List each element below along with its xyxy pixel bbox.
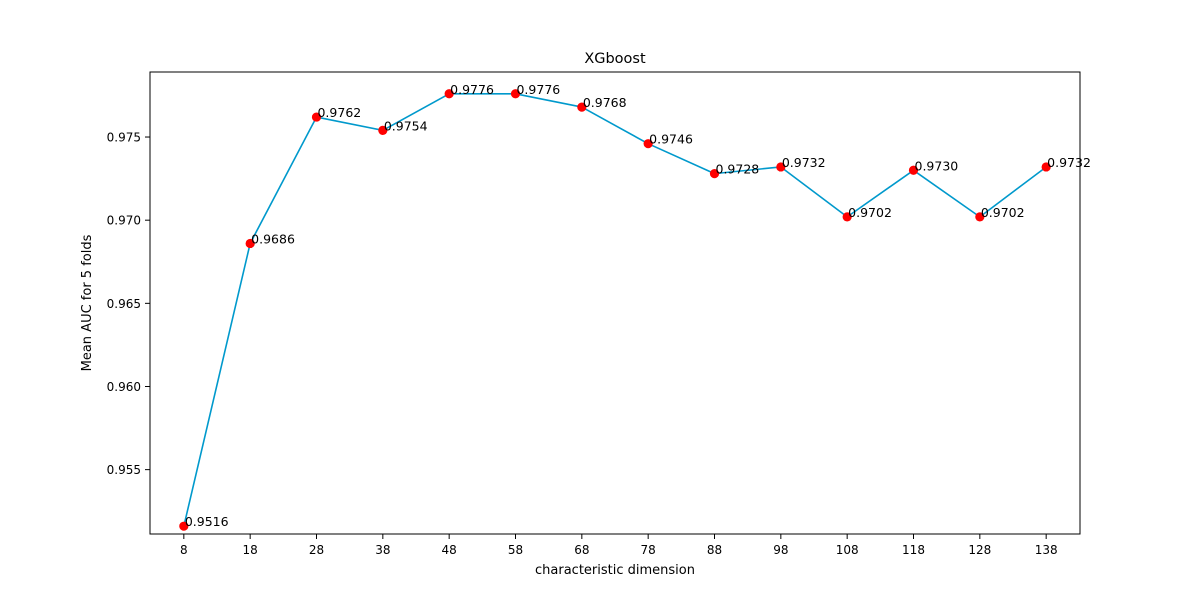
data-label: 0.9686 <box>251 231 295 246</box>
x-tick-label: 88 <box>707 543 722 557</box>
data-point <box>776 162 786 172</box>
data-label: 0.9776 <box>516 82 560 97</box>
plot-frame <box>149 71 1081 535</box>
series-line <box>183 92 1047 527</box>
chart-title: XGboost <box>584 51 646 67</box>
data-label: 0.9732 <box>1047 155 1091 170</box>
data-label: 0.9702 <box>981 205 1025 220</box>
data-label: 0.9702 <box>848 205 892 220</box>
x-tick-label: 68 <box>574 543 589 557</box>
x-tick-label: 128 <box>968 543 991 557</box>
x-tick-label: 28 <box>309 543 324 557</box>
y-tick-label: 0.955 <box>107 463 141 477</box>
x-tick-label: 48 <box>442 543 457 557</box>
x-tick-label: 78 <box>641 543 656 557</box>
data-point <box>577 102 587 112</box>
data-point <box>378 125 388 135</box>
y-tick-label: 0.960 <box>107 380 141 394</box>
data-point <box>1041 162 1051 172</box>
x-tick-label: 18 <box>243 543 258 557</box>
plot-area: 8 18 28 38 48 58 68 78 88 98 108 118 128 138 0.955 0.96… <box>107 82 1091 557</box>
data-label: 0.9754 <box>384 118 428 133</box>
data-label: 0.9746 <box>649 132 693 147</box>
data-label: 0.9730 <box>915 158 959 173</box>
x-tick-label: 8 <box>180 543 188 557</box>
data-point <box>908 165 919 175</box>
data-label: 0.9516 <box>185 514 229 529</box>
x-tick-label: 38 <box>375 543 390 557</box>
data-point <box>245 238 255 249</box>
y-tick-label: 0.970 <box>107 214 141 228</box>
data-point <box>179 521 189 531</box>
data-point <box>311 112 322 122</box>
data-label: 0.9768 <box>583 95 627 110</box>
data-point <box>709 169 720 179</box>
data-point <box>643 139 653 149</box>
x-tick-label: 58 <box>508 543 523 557</box>
x-tick-label: 118 <box>902 543 925 557</box>
x-tick-label: 138 <box>1035 543 1058 557</box>
x-tick-label: 108 <box>836 543 859 557</box>
data-point <box>444 89 454 99</box>
x-axis-label: characteristic dimension <box>535 563 695 578</box>
data-point <box>975 212 985 222</box>
y-axis-label: Mean AUC for 5 folds <box>80 234 95 371</box>
data-label: 0.9762 <box>317 105 361 120</box>
data-label: 0.9728 <box>716 162 760 177</box>
x-tick-label: 98 <box>773 543 788 557</box>
y-tick-label: 0.975 <box>107 131 141 145</box>
data-label: 0.9776 <box>450 82 494 97</box>
data-point <box>510 89 521 99</box>
data-label: 0.9732 <box>782 155 826 170</box>
data-point <box>842 212 852 222</box>
y-tick-label: 0.965 <box>107 297 141 311</box>
